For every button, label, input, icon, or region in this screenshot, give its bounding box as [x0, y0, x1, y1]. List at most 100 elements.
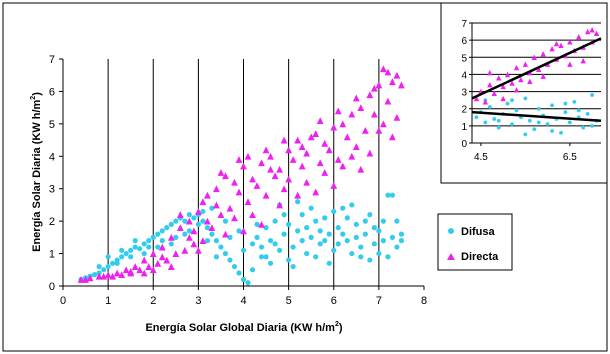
difusa-point [159, 238, 165, 244]
difusa-point [141, 250, 147, 257]
directa-point [190, 227, 198, 235]
difusa-point [213, 254, 220, 260]
inset-difusa-point [590, 123, 595, 128]
inset-frame [440, 2, 608, 184]
inset-difusa-point [496, 118, 501, 123]
directa-point [343, 133, 351, 141]
directa-point [379, 120, 387, 128]
directa-point [366, 91, 374, 99]
y-axis-label-text: Energía Solar Diaria (KW h/m [31, 99, 43, 251]
difusa-point [290, 263, 296, 270]
difusa-point [308, 205, 314, 211]
difusa-point [299, 212, 305, 218]
difusa-point [295, 199, 301, 205]
inset-axes [469, 22, 601, 146]
inset-difusa-point [514, 108, 519, 113]
inset-difusa-point [545, 122, 550, 127]
inset-difusa-point [527, 118, 532, 123]
directa-point [366, 149, 374, 157]
directa-point [145, 263, 153, 270]
inset-directa-point [500, 83, 506, 90]
directa-point [109, 272, 117, 280]
directa-point [312, 188, 320, 196]
x-tick-label: 0 [60, 295, 66, 307]
directa-point [312, 130, 320, 137]
difusa-point [128, 254, 134, 260]
difusa-point [200, 218, 206, 224]
y-tick-label: 2 [461, 105, 467, 116]
directa-point [222, 230, 229, 238]
difusa-point [353, 234, 359, 240]
directa-point [222, 172, 229, 180]
directa-point [294, 191, 302, 199]
directa-point [330, 123, 338, 131]
inset-directa-point [531, 54, 537, 60]
inset-directa-point [549, 46, 555, 52]
inset-x-tick-labels: 4.5 6.5 [474, 152, 577, 163]
difusa-point [371, 241, 377, 247]
difusa-point [394, 244, 400, 250]
directa-point [357, 165, 365, 173]
difusa-point [240, 276, 247, 283]
difusa-point [322, 215, 328, 221]
difusa-point [376, 250, 382, 257]
directa-point [370, 110, 378, 118]
difusa-point [367, 212, 373, 218]
inset-directa-point [580, 58, 586, 64]
difusa-point [191, 215, 197, 221]
inset-directa-point [473, 95, 480, 102]
difusa-point [119, 254, 125, 260]
directa-point [113, 269, 121, 277]
difusa-point [209, 231, 215, 237]
directa-point [276, 201, 283, 209]
main-axes [59, 58, 425, 290]
directa-point [127, 268, 135, 275]
directa-point [136, 266, 144, 274]
directa-point [240, 227, 247, 235]
directa-point [303, 178, 311, 186]
inset-directa-point [527, 78, 533, 84]
directa-point [163, 256, 171, 264]
y-tick-label: 1 [49, 249, 55, 261]
difusa-point [258, 254, 265, 260]
x-tick-label: 4 [240, 295, 246, 307]
directa-point [217, 169, 225, 176]
directa-point [244, 152, 252, 160]
directa-trendline [471, 37, 602, 100]
inset-directa-point [567, 61, 573, 67]
inset-difusa-point [532, 127, 537, 132]
directa-point [325, 146, 333, 154]
directa-point [217, 211, 225, 219]
difusa-point [286, 221, 292, 227]
directa-point [149, 250, 157, 257]
difusa-point [222, 250, 229, 257]
y-tick-label: 0 [461, 139, 467, 150]
difusa-point [173, 218, 179, 224]
directa-point [280, 185, 288, 193]
directa-point [389, 133, 396, 141]
inset-difusa-point [483, 120, 488, 125]
directa-point [285, 146, 293, 154]
directa-point [276, 165, 283, 173]
directa-point [262, 191, 270, 199]
difusa-point [313, 254, 319, 260]
difusa-point [182, 231, 188, 237]
inset-difusa-point [496, 125, 501, 130]
inset-difusa-point [523, 132, 528, 137]
inset-difusa-point [523, 96, 528, 101]
difusa-point [344, 215, 350, 221]
directa-point [185, 217, 193, 225]
directa-point [267, 152, 274, 160]
y-tick-label: 5 [461, 53, 467, 64]
inset-scatter-chart: 4.5 6.5 0 1 2 3 4 5 6 7 [440, 2, 608, 184]
legend-directa-label: Directa [461, 251, 499, 263]
main-scatter-chart: 0 1 2 3 4 5 6 7 8 0 1 2 3 4 5 6 7 Energía Solar Global … [30, 54, 427, 334]
directa-point [370, 84, 378, 92]
inset-directa-point [500, 95, 506, 102]
difusa-point [335, 241, 341, 247]
x-tick-label: 3 [195, 295, 201, 307]
x-axis-label-end: ) [339, 322, 343, 334]
x-tick-label: 4.5 [474, 152, 488, 163]
inset-difusa-point [536, 106, 541, 111]
